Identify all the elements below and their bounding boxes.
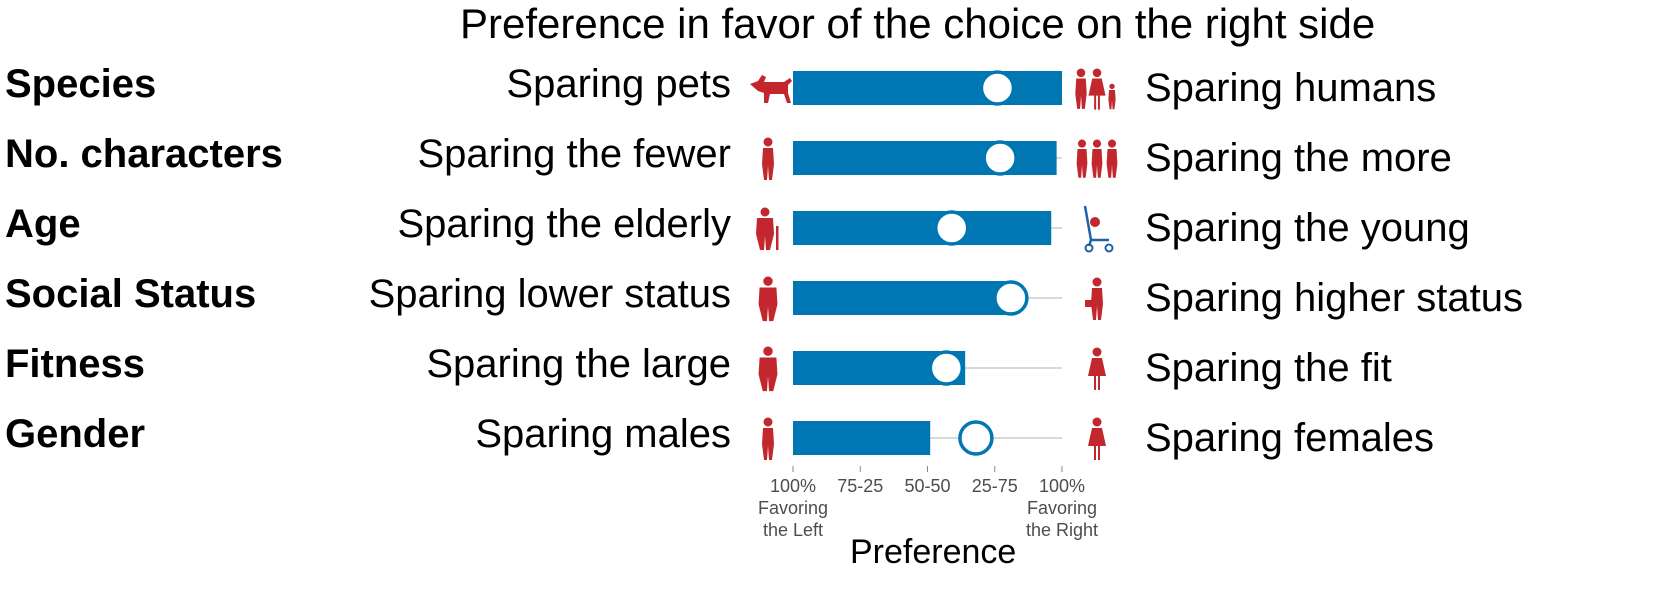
chart-title: Preference in favor of the choice on the… — [460, 0, 1376, 47]
preference-point — [933, 210, 970, 246]
three-people-icon-2 — [1091, 139, 1103, 178]
preference-point — [958, 420, 994, 456]
row-left-choice-label: Sparing lower status — [368, 272, 731, 316]
x-tick-text: 100% — [1038, 476, 1086, 496]
x-tick-label: 100% Favoring the Right — [1026, 475, 1098, 541]
row-left-choice-label: Sparing the fewer — [417, 132, 731, 176]
family-icon-adult-2 — [1088, 68, 1106, 110]
dog-icon — [750, 75, 792, 103]
stroller-icon — [1083, 205, 1114, 253]
three-people-icon-1 — [1076, 139, 1088, 178]
family-icon-child — [1108, 83, 1116, 110]
preference-point — [928, 350, 965, 386]
x-tick-label: 100% Favoring the Left — [758, 475, 828, 541]
preference-bar — [793, 421, 931, 455]
row-right-choice-label: Sparing the young — [1145, 206, 1470, 250]
x-tick-text: 50-50 — [904, 476, 951, 496]
row-category-label: Social Status — [5, 272, 257, 316]
row-left-choice-label: Sparing the large — [426, 342, 731, 386]
x-tick-label: 25-75 — [972, 475, 1018, 497]
x-tick-text: 25-75 — [971, 476, 1018, 496]
preference-bar — [793, 71, 1062, 105]
x-tick-text: 75-25 — [837, 476, 884, 496]
row-right-choice-label: Sparing the more — [1145, 136, 1452, 180]
preference-point — [982, 140, 1018, 176]
x-tick-sublabel: Favoring — [757, 498, 829, 518]
x-tick-label: 50-50 — [904, 475, 950, 497]
family-icon-adult-1 — [1075, 68, 1087, 109]
row-right-choice-label: Sparing the fit — [1145, 346, 1392, 390]
x-tick-text: 100% — [769, 476, 817, 496]
three-people-icon-3 — [1106, 139, 1118, 178]
row-left-choice-label: Sparing pets — [506, 62, 731, 106]
person-icon — [762, 137, 774, 180]
x-tick-label: 75-25 — [837, 475, 883, 497]
row-left-choice-label: Sparing males — [475, 412, 731, 456]
man-icon — [762, 417, 774, 460]
x-axis-label: Preference — [850, 533, 1017, 571]
cane-icon — [776, 226, 779, 250]
row-category-label: Fitness — [5, 342, 146, 386]
briefcase-icon — [1085, 300, 1093, 307]
preference-point — [979, 70, 1016, 106]
row-right-choice-label: Sparing higher status — [1145, 276, 1524, 320]
woman-icon — [1088, 417, 1106, 460]
x-tick-sublabel: the Right — [1025, 520, 1099, 540]
executive-icon — [1091, 277, 1103, 320]
row-right-choice-label: Sparing humans — [1145, 66, 1437, 110]
row-category-label: Age — [5, 202, 81, 246]
athlete-icon — [1088, 347, 1106, 390]
x-tick-sublabel: Favoring — [1026, 498, 1098, 518]
row-left-choice-label: Sparing the elderly — [397, 202, 731, 246]
row-category-label: Gender — [5, 412, 146, 456]
preference-point — [993, 280, 1029, 316]
homeless-person-icon — [758, 276, 778, 322]
preference-bar — [793, 211, 1052, 245]
row-category-label: No. characters — [5, 132, 283, 176]
elderly-person-icon — [756, 207, 774, 250]
x-tick-sublabel: the Left — [762, 520, 824, 540]
preference-bar — [793, 281, 1011, 315]
row-category-label: Species — [5, 62, 157, 106]
row-right-choice-label: Sparing females — [1145, 416, 1435, 460]
large-person-icon — [758, 346, 778, 392]
